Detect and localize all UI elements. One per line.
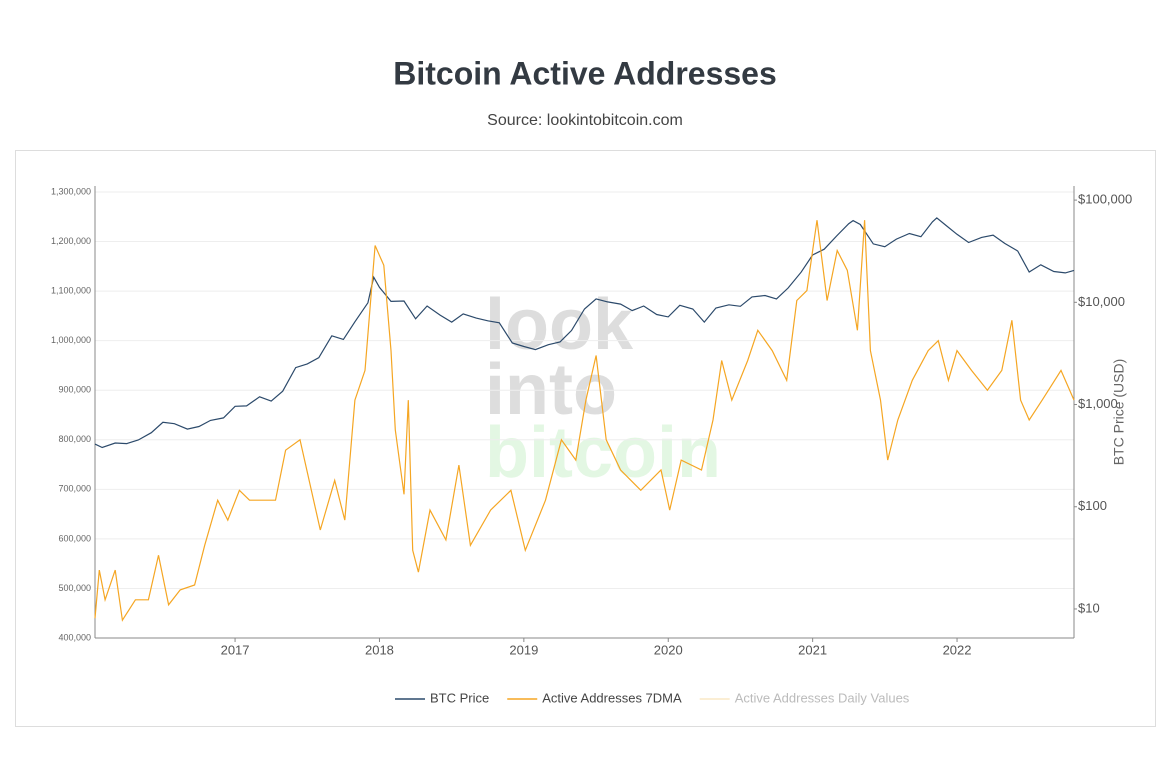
y-tick-label: 400,000 xyxy=(58,632,91,642)
y-tick-label: 600,000 xyxy=(58,533,91,543)
legend-label: BTC Price xyxy=(430,690,489,705)
chart-frame xyxy=(15,150,1156,727)
y-tick-label: 500,000 xyxy=(58,583,91,593)
y-tick-label: 800,000 xyxy=(58,434,91,444)
chart-title: Bitcoin Active Addresses xyxy=(393,55,777,91)
y-tick-label: 700,000 xyxy=(58,484,91,494)
x-tick-label: 2021 xyxy=(798,642,827,657)
x-tick-label: 2020 xyxy=(654,642,683,657)
x-tick-label: 2019 xyxy=(509,642,538,657)
y2-tick-label: $100 xyxy=(1078,498,1107,513)
y2-tick-label: $1,000 xyxy=(1078,396,1118,411)
x-tick-label: 2018 xyxy=(365,642,394,657)
watermark: look into bitcoin xyxy=(485,285,721,493)
y2-tick-label: $100,000 xyxy=(1078,192,1132,207)
y2-axis-title: BTC Price (USD) xyxy=(1111,359,1127,466)
y-tick-label: 1,000,000 xyxy=(51,335,91,345)
watermark-text: bitcoin xyxy=(485,413,721,493)
y-tick-label: 1,100,000 xyxy=(51,285,91,295)
series-line xyxy=(94,220,1075,622)
y-tick-label: 900,000 xyxy=(58,385,91,395)
series-line xyxy=(94,217,1075,449)
y2-tick-label: $10 xyxy=(1078,600,1100,615)
legend-label: Active Addresses Daily Values xyxy=(735,690,910,705)
legend-label: Active Addresses 7DMA xyxy=(542,690,682,705)
x-tick-label: 2017 xyxy=(221,642,250,657)
y-tick-label: 1,200,000 xyxy=(51,236,91,246)
x-tick-label: 2022 xyxy=(943,642,972,657)
chart-subtitle: Source: lookintobitcoin.com xyxy=(487,112,683,129)
watermark-text: look xyxy=(485,285,634,365)
y2-tick-label: $10,000 xyxy=(1078,294,1125,309)
y-tick-label: 1,300,000 xyxy=(51,186,91,196)
